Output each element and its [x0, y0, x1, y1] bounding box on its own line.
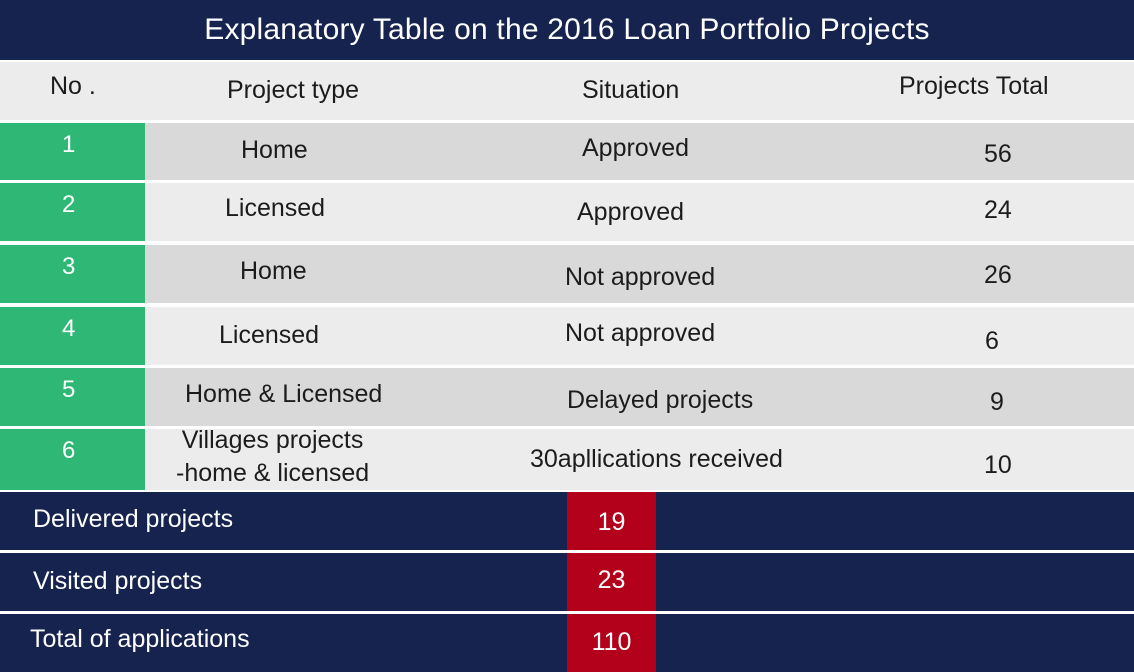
summary-row-total: Total of applications 110: [0, 614, 1134, 672]
table-title: Explanatory Table on the 2016 Loan Portf…: [204, 13, 930, 46]
summary-label: Delivered projects: [33, 505, 234, 533]
header-row: No . Project type Situation Projects Tot…: [0, 62, 1134, 120]
summary-row-delivered: Delivered projects 19: [0, 492, 1134, 550]
situation-cell: 30apllications received: [530, 445, 783, 473]
situation-cell: Approved: [582, 134, 690, 162]
header-no: No .: [50, 72, 96, 100]
row-number-cell: 5: [0, 368, 145, 426]
row-background: [145, 245, 1134, 303]
row-number: 5: [62, 376, 76, 403]
title-bar: Explanatory Table on the 2016 Loan Portf…: [0, 0, 1134, 60]
row-background: [145, 429, 1134, 490]
projects-total-cell: 10: [984, 451, 1012, 479]
summary-value-box: 19: [567, 492, 656, 550]
situation-cell: Delayed projects: [567, 386, 754, 414]
row-number-cell: 6: [0, 429, 145, 490]
header-situation: Situation: [582, 76, 680, 104]
projects-total-cell: 26: [984, 261, 1012, 289]
row-number-cell: 3: [0, 245, 145, 303]
row-background: [145, 123, 1134, 180]
project-type-cell: Home: [241, 136, 308, 164]
summary-label: Total of applications: [30, 625, 250, 653]
summary-value: 19: [597, 508, 626, 536]
table-row: 1 Home Approved 56: [0, 123, 1134, 180]
summary-label: Visited projects: [33, 567, 203, 595]
situation-cell: Not approved: [565, 319, 716, 347]
summary-value: 23: [597, 566, 626, 594]
table-row: 3 Home Not approved 26: [0, 245, 1134, 303]
row-number-cell: 1: [0, 123, 145, 180]
row-number-cell: 4: [0, 307, 145, 365]
table-row: 5 Home & Licensed Delayed projects 9: [0, 368, 1134, 426]
projects-total-cell: 56: [984, 140, 1012, 168]
header-projects-total: Projects Total: [899, 72, 1049, 100]
row-background: [145, 183, 1134, 241]
projects-total-cell: 9: [990, 388, 1004, 416]
row-background: [145, 307, 1134, 365]
project-type-cell: Home: [240, 257, 307, 285]
header-project-type: Project type: [227, 76, 360, 104]
summary-value-box: 110: [567, 614, 656, 672]
project-type-cell: Licensed: [225, 194, 326, 222]
situation-cell: Not approved: [565, 263, 716, 291]
projects-total-cell: 6: [985, 327, 999, 355]
table-row: 2 Licensed Approved 24: [0, 183, 1134, 241]
row-number: 1: [62, 131, 76, 158]
project-type-cell: Home & Licensed: [185, 380, 383, 408]
situation-cell: Approved: [577, 198, 685, 226]
table-row: 6 Villages projects -home & licensed 30a…: [0, 426, 1134, 490]
summary-row-visited: Visited projects 23: [0, 553, 1134, 611]
row-number: 3: [62, 253, 76, 280]
row-number: 4: [62, 315, 76, 342]
projects-total-cell: 24: [984, 196, 1012, 224]
project-type-cell: Licensed: [219, 321, 320, 349]
row-background: [145, 368, 1134, 426]
project-type-cell: Villages projects -home & licensed: [176, 426, 370, 487]
row-number: 6: [62, 437, 76, 464]
row-number-cell: 2: [0, 183, 145, 241]
table-row: 4 Licensed Not approved 6: [0, 307, 1134, 365]
row-number: 2: [62, 191, 76, 218]
summary-value-box: 23: [567, 553, 656, 611]
summary-value: 110: [591, 628, 632, 656]
